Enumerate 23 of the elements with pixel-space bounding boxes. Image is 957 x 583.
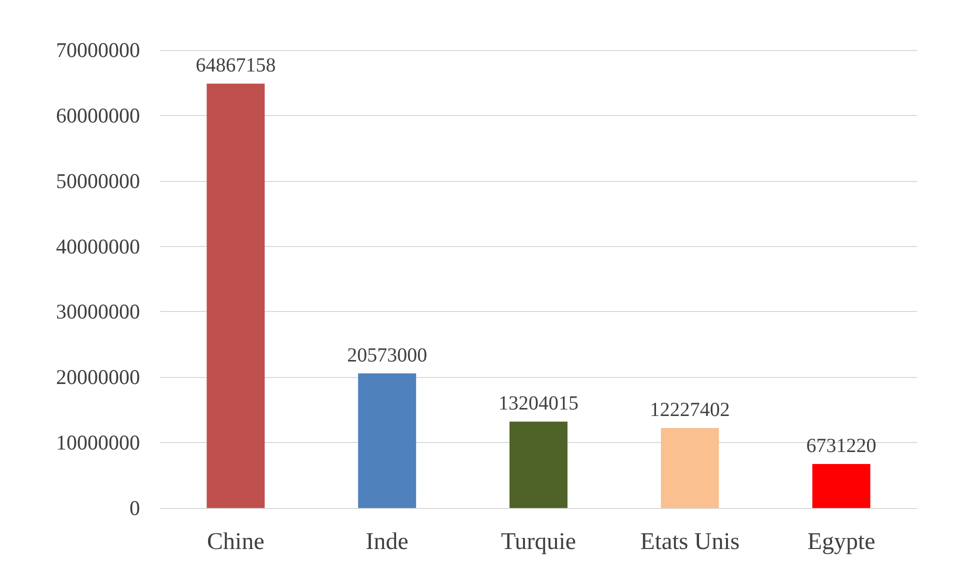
y-tick-label: 60000000	[56, 103, 140, 128]
y-tick-label: 50000000	[56, 168, 140, 193]
bar	[812, 464, 870, 508]
data-label: 64867158	[196, 54, 276, 77]
x-tick-label: Etats Unis	[640, 529, 740, 555]
bar	[206, 84, 265, 508]
bar	[660, 428, 719, 508]
x-tick-label: Inde	[366, 529, 408, 555]
x-tick-label: Egypte	[807, 529, 876, 555]
data-label: 20573000	[347, 344, 428, 366]
y-tick-label: 30000000	[56, 300, 140, 324]
y-tick-label: 40000000	[56, 234, 140, 258]
y-tick-label: 20000000	[56, 365, 140, 390]
y-tick-label: 70000000	[56, 38, 140, 62]
y-tick-label: 10000000	[56, 430, 140, 455]
data-label: 13204015	[498, 392, 578, 415]
data-label: 12227402	[650, 399, 730, 421]
bar	[358, 373, 416, 508]
x-tick-label: Chine	[207, 529, 264, 555]
data-label: 6731220	[806, 434, 876, 457]
y-tick-label: 0	[130, 496, 140, 520]
bar	[510, 422, 568, 508]
x-tick-label: Turquie	[500, 529, 576, 555]
